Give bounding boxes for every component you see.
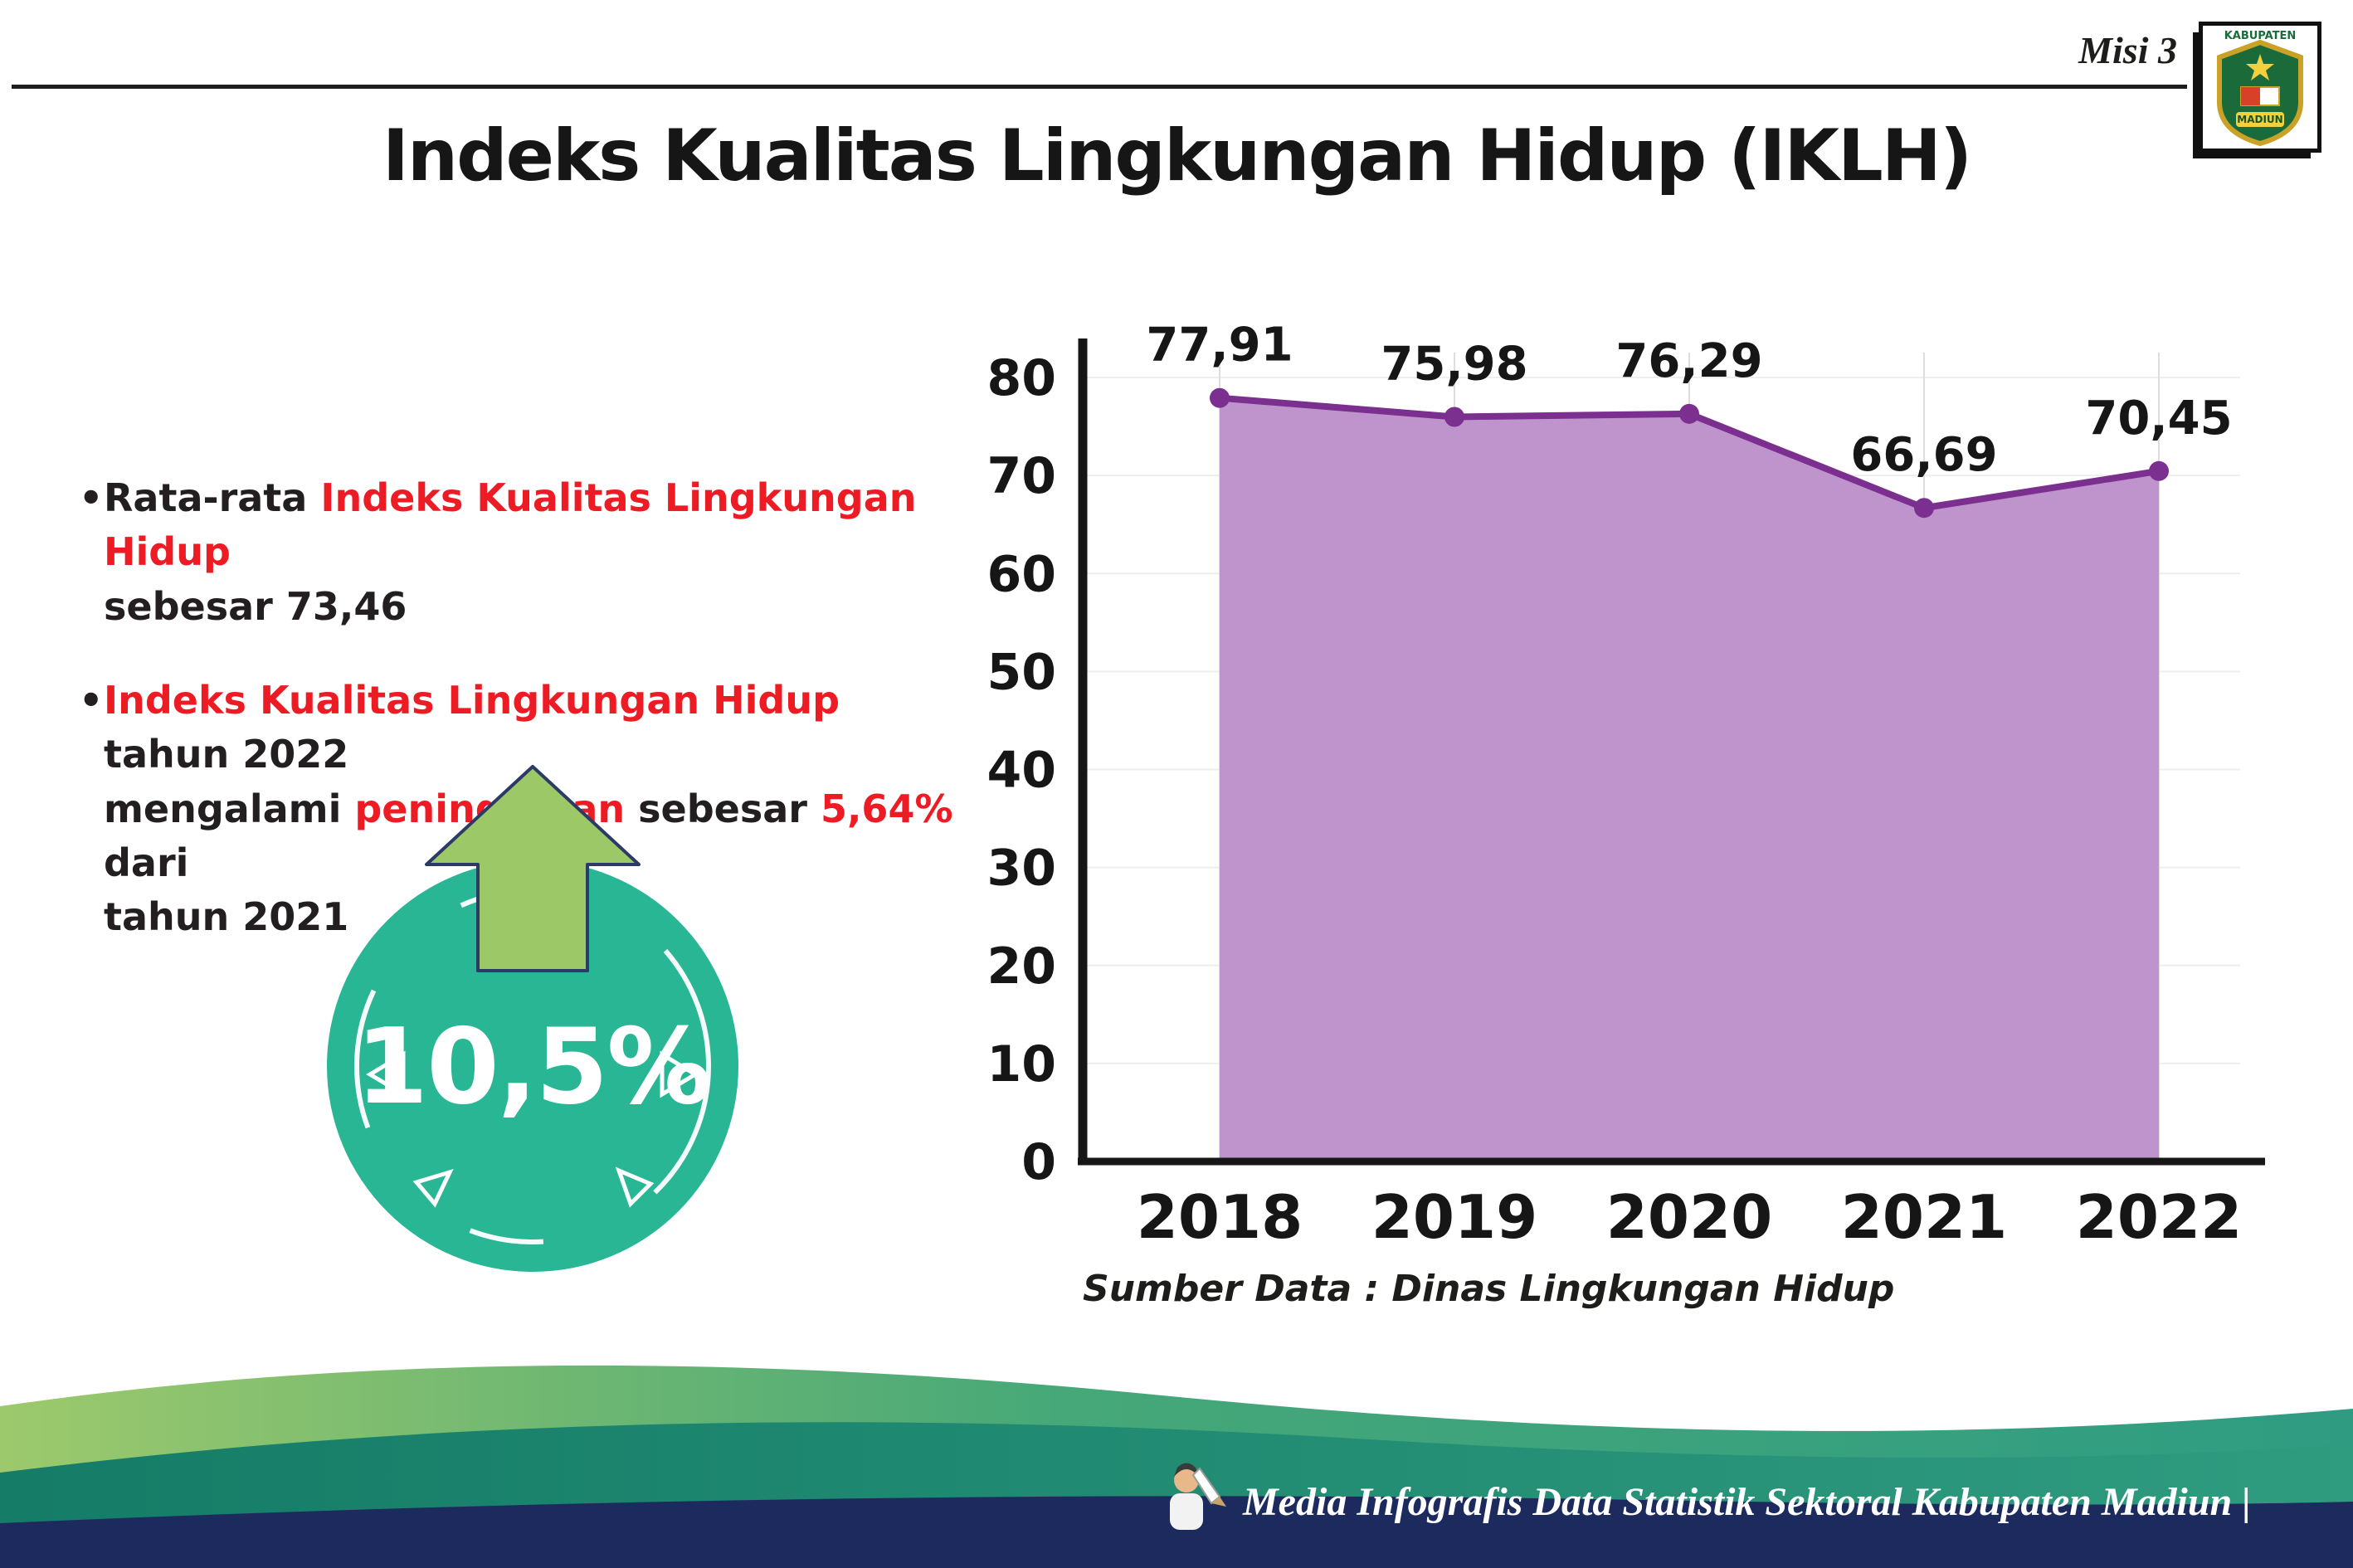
y-tick-label: 60 <box>987 545 1057 603</box>
svg-text:KABUPATEN: KABUPATEN <box>2224 30 2297 42</box>
logo-star <box>2246 54 2274 80</box>
y-tick-label: 40 <box>987 742 1057 800</box>
data-point <box>1914 498 1934 519</box>
triangle-deco-icon <box>660 1050 699 1098</box>
bullet-marker: • <box>79 475 104 520</box>
text-segment: Indeks Kualitas Lingkungan Hidup <box>104 475 917 575</box>
y-tick-label: 30 <box>987 840 1057 898</box>
y-tick-label: 80 <box>987 349 1057 407</box>
text-segment: dari <box>104 840 189 885</box>
point-label: 76,29 <box>1615 334 1762 388</box>
bullet-item: • Indeks Kualitas Lingkungan Hidup tahun… <box>79 674 975 945</box>
x-tick-label: 2020 <box>1606 1182 1772 1252</box>
triangle-deco-icon <box>412 1168 454 1208</box>
x-tick-label: 2022 <box>2076 1182 2242 1252</box>
data-point <box>1210 387 1230 408</box>
text-segment: 5,64% <box>820 786 953 831</box>
chart-source: Sumber Data : Dinas Lingkungan Hidup <box>1083 1268 1895 1310</box>
chart-canvas: 77,91 75,98 76,29 66,69 70,45 0 10 20 30 40 50 60 70… <box>987 319 2265 1252</box>
data-point <box>1444 407 1464 427</box>
y-tick-label: 20 <box>987 937 1057 996</box>
x-tick-label: 2021 <box>1841 1182 2007 1252</box>
bullet-text: Indeks Kualitas Lingkungan Hidup tahun 2… <box>104 674 975 945</box>
point-label: 70,45 <box>2085 392 2232 446</box>
text-segment: sebesar <box>625 786 821 831</box>
area-fill <box>1220 397 2159 1161</box>
text-segment: Rata-rata <box>104 475 321 520</box>
y-tick-label: 0 <box>1021 1133 1056 1191</box>
text-segment: sebesar 73,46 <box>104 583 407 629</box>
footer-bar: Media Infografis Data Statistik Sektoral… <box>1153 1460 2251 1543</box>
y-tick-label: 50 <box>987 643 1057 701</box>
footer-text: Media Infografis Data Statistik Sektoral… <box>1243 1479 2251 1524</box>
y-tick-label: 70 <box>987 447 1057 505</box>
x-tick-label: 2019 <box>1371 1182 1537 1252</box>
badge-value: 10,5% <box>355 1005 711 1127</box>
kabupaten-madiun-logo: KABUPATEN MADIUN <box>2199 22 2321 153</box>
data-point <box>2149 460 2169 481</box>
data-point <box>1679 403 1699 424</box>
increase-arrow-icon <box>425 765 641 972</box>
bullet-list: • Rata-rata Indeks Kualitas Lingkungan H… <box>79 471 975 945</box>
text-segment: mengalami <box>104 786 355 831</box>
header-rule <box>12 85 2187 89</box>
text-segment: tahun 2022 <box>104 732 349 777</box>
triangle-deco-icon <box>615 1166 655 1208</box>
point-label: 75,98 <box>1381 337 1527 391</box>
iklh-chart: 77,91 75,98 76,29 66,69 70,45 0 10 20 30 40 50 60 70… <box>946 307 2290 1278</box>
mascot-icon <box>1170 1463 1226 1530</box>
x-tick-label: 2018 <box>1137 1182 1303 1252</box>
logo-shield-icon: KABUPATEN MADIUN <box>2217 30 2303 147</box>
page-title: Indeks Kualitas Lingkungan Hidup (IKLH) <box>382 114 1972 197</box>
misi-label: Misi 3 <box>2078 29 2177 71</box>
svg-text:MADIUN: MADIUN <box>2237 114 2282 125</box>
point-label: 66,69 <box>1850 428 1997 482</box>
bullet-marker: • <box>79 677 104 723</box>
text-segment: Indeks Kualitas Lingkungan Hidup <box>104 677 840 723</box>
triangle-deco-icon <box>366 1050 406 1098</box>
bullet-text: Rata-rata Indeks Kualitas Lingkungan Hid… <box>104 471 975 634</box>
text-segment: tahun 2021 <box>104 894 349 940</box>
point-label: 77,91 <box>1146 319 1293 373</box>
y-tick-label: 10 <box>987 1035 1057 1093</box>
bullet-item: • Rata-rata Indeks Kualitas Lingkungan H… <box>79 471 975 634</box>
